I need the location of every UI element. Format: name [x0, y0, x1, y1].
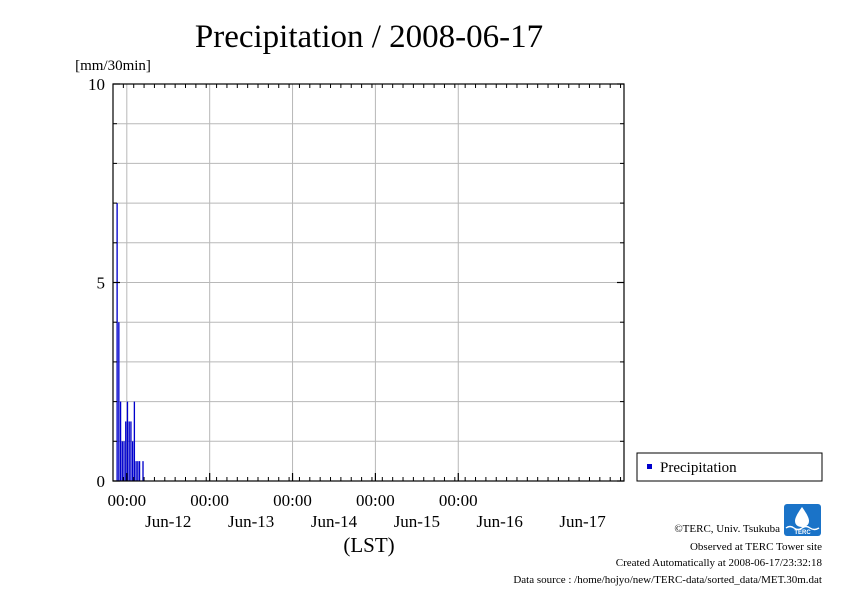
precipitation-bar: [142, 461, 144, 481]
source-text: Data source : /home/hojyo/new/TERC-data/…: [513, 574, 822, 586]
observed-text: Observed at TERC Tower site: [690, 541, 822, 553]
x-tick-time-label: 00:00: [273, 491, 312, 510]
water-drop-icon: [795, 507, 809, 527]
logo-text: TERC: [794, 530, 811, 536]
y-tick-label: 5: [97, 274, 106, 293]
x-tick-date-label: Jun-15: [394, 512, 440, 531]
precipitation-bar: [138, 461, 141, 481]
precipitation-bar: [119, 401, 122, 481]
x-axis: 00:00 00:00 00:00 00:00 00:00 Jun-12 Jun-13 Jun…: [107, 84, 622, 531]
x-tick-date-label: Jun-14: [311, 512, 358, 531]
grid-lines: [113, 84, 624, 481]
created-text: Created Automatically at 2008-06-17/23:3…: [616, 557, 823, 569]
precipitation-bar: [135, 461, 137, 481]
x-tick-date-label: Jun-12: [145, 512, 191, 531]
x-tick-date-label: Jun-17: [559, 512, 606, 531]
precipitation-bar: [123, 441, 125, 481]
precipitation-bar: [131, 441, 134, 481]
precipitation-bar: [121, 441, 123, 481]
precipitation-bar: [126, 401, 129, 481]
copyright-text: ©TERC, Univ. Tsukuba: [674, 523, 780, 535]
legend: Precipitation: [636, 452, 823, 482]
wave-icon: [785, 525, 820, 531]
x-tick-time-label: 00:00: [107, 491, 146, 510]
x-tick-time-label: 00:00: [190, 491, 229, 510]
x-tick-time-label: 00:00: [356, 491, 395, 510]
x-tick-date-label: Jun-16: [477, 512, 523, 531]
y-axis-unit: [mm/30min]: [75, 58, 151, 74]
precipitation-bar: [116, 203, 118, 481]
chart-title: Precipitation / 2008-06-17: [195, 19, 543, 55]
legend-label: Precipitation: [660, 460, 737, 476]
y-tick-label: 0: [97, 472, 106, 491]
precipitation-bar: [125, 421, 127, 481]
terc-logo: TERC: [784, 504, 821, 536]
precipitation-bar: [133, 401, 136, 481]
precipitation-bar: [130, 421, 132, 481]
precipitation-bar: [137, 461, 139, 481]
x-tick-time-label: 00:00: [439, 491, 478, 510]
precipitation-bar: [128, 421, 130, 481]
legend-swatch: [647, 464, 652, 469]
bar-series: [116, 203, 144, 481]
y-tick-label: 10: [88, 75, 105, 94]
x-tick-date-label: Jun-13: [228, 512, 274, 531]
y-axis: 0 5 10: [88, 75, 624, 491]
x-axis-label: (LST): [343, 533, 394, 557]
legend-box: [636, 452, 823, 482]
precipitation-bar: [118, 322, 120, 481]
